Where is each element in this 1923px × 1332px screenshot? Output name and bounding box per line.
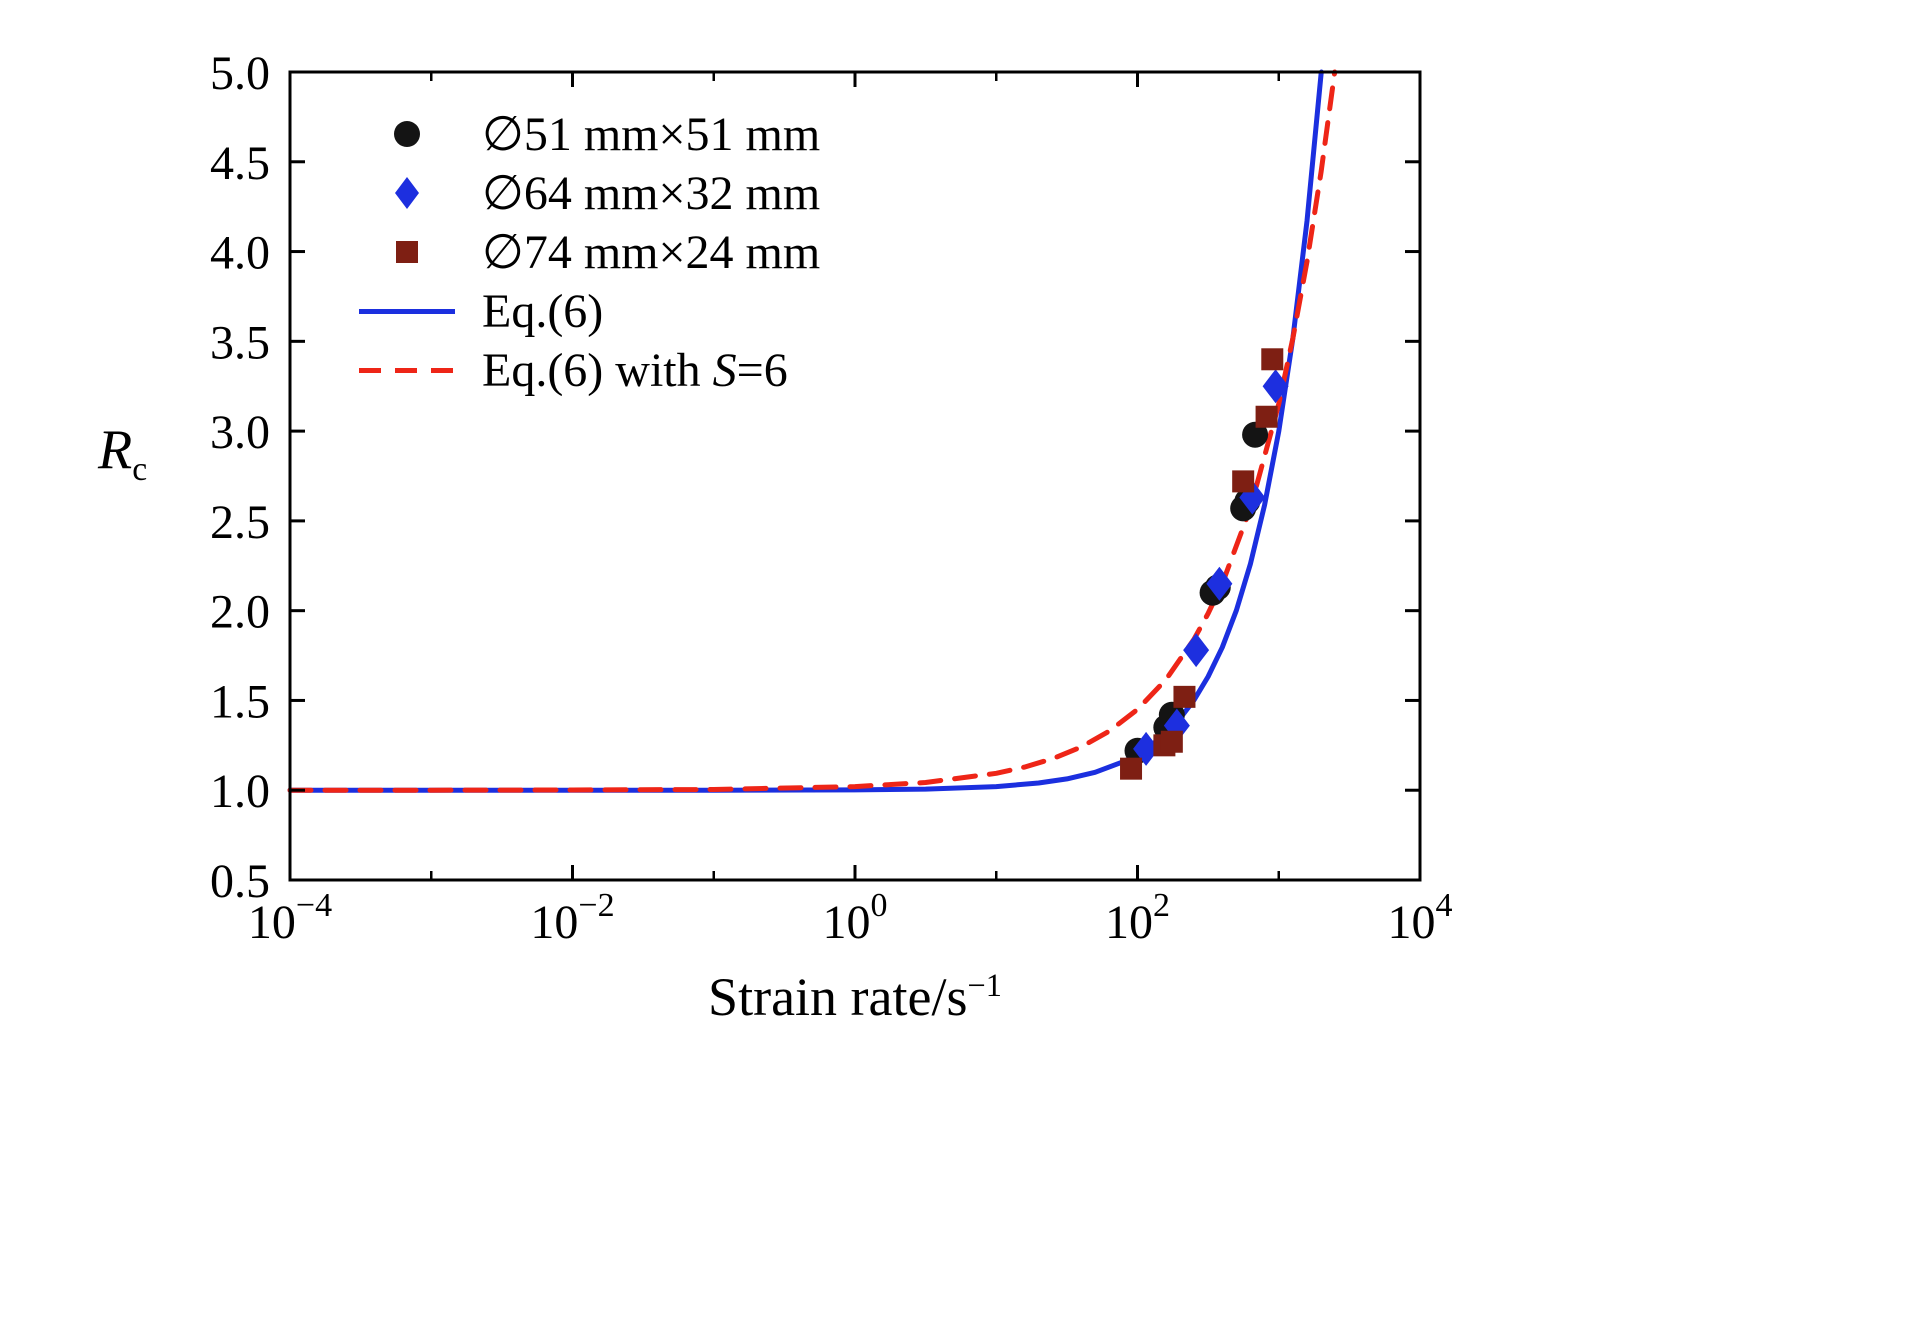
series-51-point	[1242, 421, 1269, 448]
series-74-point	[1120, 757, 1143, 780]
legend-label-series-74: ∅74 mm×24 mm	[482, 226, 821, 279]
x-tick-label: 104	[1388, 887, 1453, 949]
legend-item-eq6-s6-line: Eq.(6) with S=6	[332, 343, 820, 397]
square-marker-glyph	[396, 241, 418, 263]
legend-item-series-51: ∅51 mm×51 mm	[332, 108, 821, 161]
x-tick-label: 102	[1105, 887, 1170, 949]
y-tick-label: 3.5	[210, 316, 270, 369]
diamond-marker-glyph	[395, 177, 419, 209]
legend-item-series-64: ∅64 mm×32 mm	[332, 167, 821, 220]
x-tick-label: 10−2	[530, 887, 614, 949]
x-axis-label-text: Strain rate/s	[708, 967, 968, 1027]
y-tick-label: 3.0	[210, 406, 270, 459]
dashed-line-icon	[332, 367, 482, 373]
series-64-point	[1206, 566, 1233, 601]
legend-label-series-64: ∅64 mm×32 mm	[482, 167, 821, 220]
series-64-point	[1133, 731, 1160, 766]
series-74-point	[1160, 730, 1183, 753]
y-axis-label-symbol: R	[98, 419, 133, 481]
series-74-point	[1173, 685, 1196, 708]
legend-label-eq6-s6-line: Eq.(6) with S=6	[482, 343, 788, 397]
y-tick-label: 4.0	[210, 227, 270, 280]
circle-marker-icon	[332, 121, 482, 147]
circle-marker-glyph	[394, 121, 420, 147]
x-tick-label: 10−4	[248, 887, 332, 949]
legend-item-eq6-line: Eq.(6)	[332, 284, 820, 338]
y-tick-label: 5.0	[210, 47, 270, 100]
y-tick-label: 4.5	[210, 137, 270, 190]
x-axis-label: Strain rate/s−1	[290, 966, 1420, 1028]
diamond-marker-icon	[332, 177, 482, 209]
y-tick-label: 2.0	[210, 586, 270, 639]
y-axis-label: Rc	[98, 418, 147, 489]
series-74-point	[1255, 405, 1278, 428]
series-74-point	[1261, 348, 1284, 371]
series-64-point	[1262, 369, 1289, 404]
chart-legend: ∅51 mm×51 mm ∅64 mm×32 mm ∅74 mm×24 mm Eq.(…	[332, 108, 821, 397]
y-axis-label-subscript: c	[132, 451, 148, 489]
legend-label-series-51: ∅51 mm×51 mm	[482, 108, 821, 161]
dashed-line-glyph	[359, 367, 455, 373]
y-tick-label: 0.5	[210, 855, 270, 908]
legend-label-eq6-line: Eq.(6)	[482, 284, 604, 338]
square-marker-icon	[332, 241, 482, 263]
series-74-point	[1232, 470, 1255, 493]
eq6-s6-line	[287, 69, 1338, 793]
y-tick-label: 2.5	[210, 496, 270, 549]
solid-line-glyph	[359, 308, 455, 314]
series-64-point	[1183, 633, 1210, 668]
y-tick-label: 1.5	[210, 675, 270, 728]
x-axis-label-superscript: −1	[967, 968, 1002, 1004]
solid-line-icon	[332, 308, 482, 314]
legend-item-series-74: ∅74 mm×24 mm	[332, 226, 821, 279]
x-tick-label: 100	[823, 887, 888, 949]
y-tick-label: 1.0	[210, 765, 270, 818]
